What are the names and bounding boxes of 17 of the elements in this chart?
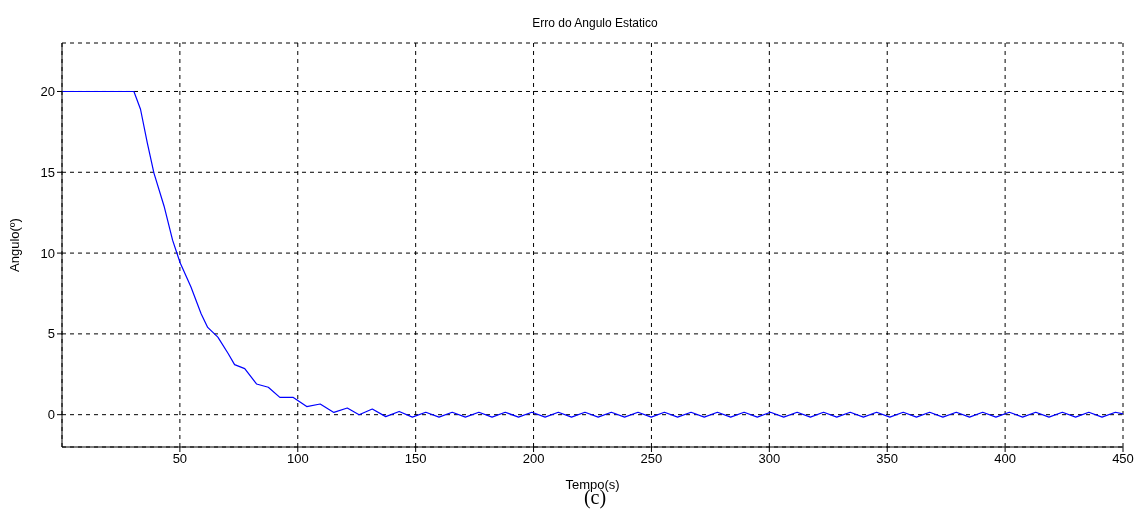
y-tick-label: 10 xyxy=(40,245,55,261)
x-tick-label: 450 xyxy=(1112,451,1134,467)
x-tick-label: 150 xyxy=(404,451,427,467)
x-tick-label: 250 xyxy=(640,451,663,467)
y-tick-label: 5 xyxy=(47,326,55,342)
x-tick-label: 300 xyxy=(758,451,781,467)
y-tick-label: 20 xyxy=(40,84,55,100)
x-tick-label: 400 xyxy=(994,451,1016,467)
chart-title: Erro do Angulo Estatico xyxy=(531,16,659,30)
y-tick-label: 15 xyxy=(40,164,55,180)
x-tick-label: 100 xyxy=(286,451,309,467)
x-tick-label: 50 xyxy=(172,451,188,467)
x-tick-label: 200 xyxy=(522,451,545,467)
x-tick-label: 350 xyxy=(876,451,899,467)
line-series xyxy=(62,90,1123,418)
y-axis-title: Angulo(º) xyxy=(6,218,22,272)
y-tick-label: 0 xyxy=(47,407,55,423)
